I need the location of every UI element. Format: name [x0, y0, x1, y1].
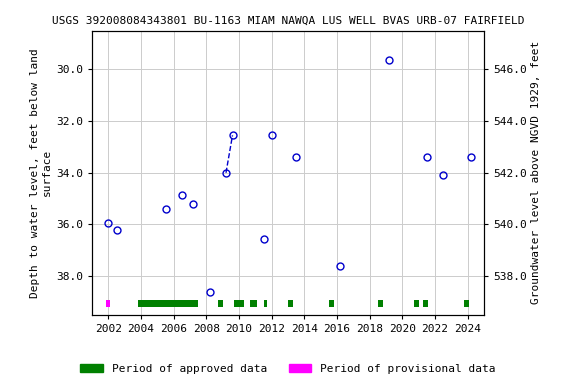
Bar — [378, 300, 382, 307]
Bar — [329, 300, 334, 307]
Title: USGS 392008084343801 BU-1163 MIAM NAWQA LUS WELL BVAS URB-07 FAIRFIELD: USGS 392008084343801 BU-1163 MIAM NAWQA … — [52, 16, 524, 26]
Bar — [218, 300, 223, 307]
Bar — [106, 300, 110, 307]
Bar — [464, 300, 469, 307]
Bar — [423, 300, 429, 307]
Bar — [414, 300, 419, 307]
Bar — [234, 300, 244, 307]
Bar — [138, 300, 198, 307]
Bar — [288, 300, 293, 307]
Y-axis label: Depth to water level, feet below land
surface: Depth to water level, feet below land su… — [31, 48, 52, 298]
Legend: Period of approved data, Period of provisional data: Period of approved data, Period of provi… — [76, 359, 500, 379]
Bar — [263, 300, 267, 307]
Bar — [251, 300, 257, 307]
Y-axis label: Groundwater level above NGVD 1929, feet: Groundwater level above NGVD 1929, feet — [531, 41, 541, 305]
